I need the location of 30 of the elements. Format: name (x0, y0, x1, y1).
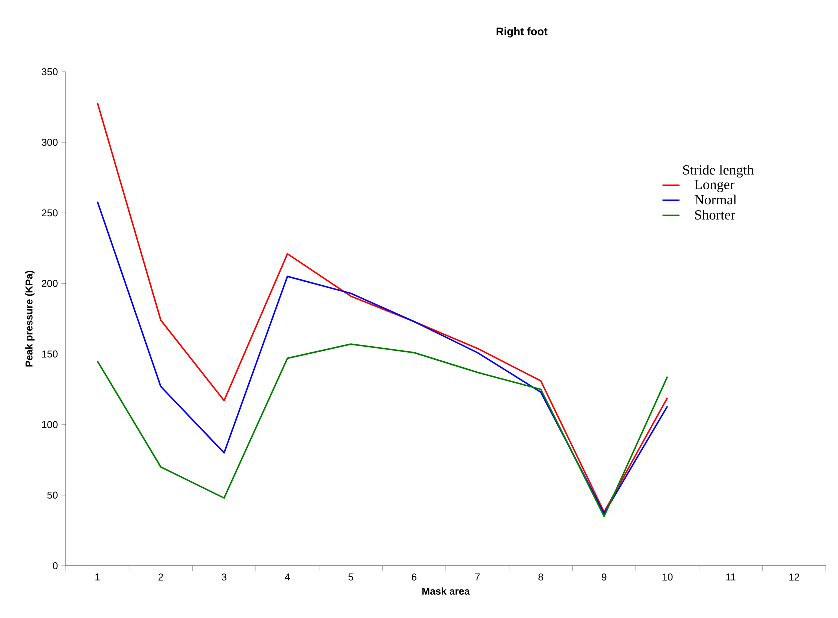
x-tick-label: 11 (726, 574, 736, 581)
legend-label: Longer (694, 180, 735, 192)
y-tick-label: 50 (48, 492, 58, 499)
legend-label: Shorter (695, 210, 736, 220)
x-tick-label: 3 (222, 574, 227, 581)
y-tick-label: 350 (42, 68, 58, 76)
line-series (96, 201, 668, 515)
x-tick-label: 10 (662, 574, 673, 581)
line-series (96, 102, 668, 514)
y-tick-label: 300 (42, 139, 58, 146)
x-tick-label: 8 (538, 574, 544, 581)
y-tick-label: 150 (42, 350, 58, 358)
legend-title: Stride length (683, 165, 754, 178)
y-tick-label: 100 (42, 421, 58, 428)
x-tick-label: 1 (96, 574, 100, 581)
x-tick-label: 12 (790, 574, 800, 581)
x-tick-label: 4 (285, 574, 290, 581)
y-tick-label: 250 (42, 210, 58, 217)
x-tick-label: 9 (602, 574, 607, 581)
legend-label: Normal (694, 194, 737, 205)
x-tick-label: 2 (158, 574, 164, 581)
x-tick-label: 6 (412, 574, 417, 581)
y-axis-title: Peak pressure (KPa) (25, 271, 35, 367)
x-axis-title: Mask area (422, 588, 470, 595)
x-tick-label: 7 (475, 574, 480, 581)
line-series (96, 344, 668, 518)
chart-title: Right foot (496, 28, 548, 38)
y-tick-label: 0 (53, 562, 58, 570)
x-tick-label: 5 (348, 574, 354, 581)
y-tick-label: 200 (42, 280, 58, 288)
